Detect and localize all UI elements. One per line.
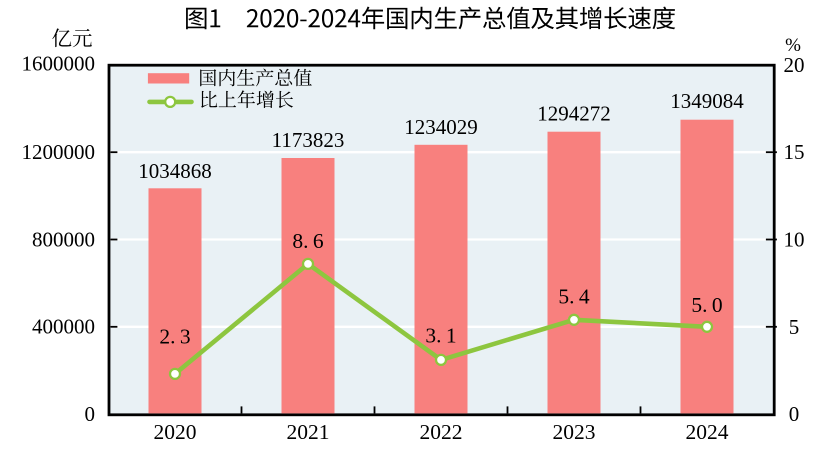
svg-text:1600000: 1600000 (22, 52, 96, 76)
svg-text:800000: 800000 (32, 227, 95, 251)
svg-text:20: 20 (784, 53, 805, 77)
svg-text:8. 6: 8. 6 (292, 229, 323, 253)
svg-text:10: 10 (784, 228, 805, 252)
svg-text:5. 4: 5. 4 (558, 285, 589, 309)
svg-text:2024: 2024 (686, 420, 729, 444)
svg-text:5: 5 (789, 315, 800, 339)
svg-text:15: 15 (784, 140, 805, 164)
svg-text:2. 3: 2. 3 (159, 325, 190, 349)
svg-text:1349084: 1349084 (670, 89, 744, 113)
svg-text:1173823: 1173823 (272, 128, 345, 152)
svg-text:1034868: 1034868 (138, 159, 212, 183)
svg-text:2021: 2021 (287, 420, 330, 444)
svg-text:2022: 2022 (420, 420, 463, 444)
svg-text:1200000: 1200000 (22, 140, 96, 164)
svg-text:400000: 400000 (32, 315, 95, 339)
svg-text:3. 1: 3. 1 (425, 323, 456, 347)
svg-text:0: 0 (85, 402, 96, 426)
svg-text:1294272: 1294272 (537, 102, 611, 126)
svg-text:0: 0 (789, 402, 800, 426)
svg-text:2020: 2020 (154, 420, 197, 444)
svg-text:5. 0: 5. 0 (691, 293, 722, 317)
svg-text:%: % (785, 35, 801, 56)
svg-text:2023: 2023 (553, 420, 596, 444)
svg-text:1234029: 1234029 (404, 115, 478, 139)
